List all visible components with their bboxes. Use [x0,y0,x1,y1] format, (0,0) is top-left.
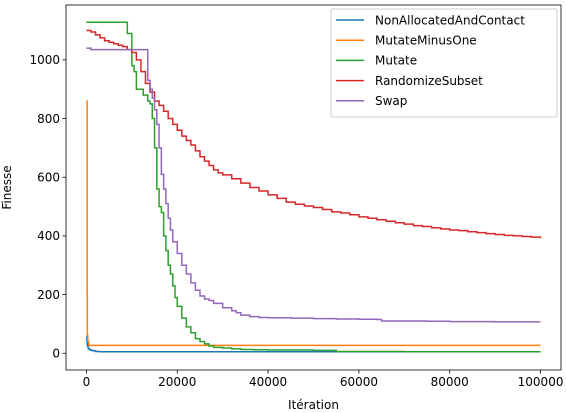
y-tick-label: 800 [37,112,60,126]
y-tick-label: 400 [37,229,60,243]
series-line-3 [86,29,542,239]
legend-label: Mutate [375,54,417,68]
plot-frame [65,4,562,371]
legend-label: MutateMinusOne [375,34,477,48]
series-layer [86,21,542,353]
y-tick-label: 0 [52,347,60,361]
x-axis-label: Itération [288,398,339,412]
legend-label: Swap [375,94,407,108]
x-tick-label: 80000 [431,375,469,389]
legend-label: NonAllocatedAndContact [375,13,525,27]
series-line-1 [86,100,541,347]
legend-box [330,8,558,118]
legend-label: RandomizeSubset [375,74,483,88]
x-tick-label: 100000 [518,375,564,389]
legend: NonAllocatedAndContact MutateMinusOne Muta… [330,8,558,118]
y-tick-label: 600 [37,171,60,185]
x-tick-label: 60000 [340,375,378,389]
y-tick-label: 1000 [29,53,60,67]
series-line-4 [86,47,541,323]
x-tick-label: 20000 [158,375,196,389]
y-axis: 0 200 400 600 800 1000 [29,53,66,361]
x-tick-label: 0 [83,375,91,389]
y-axis-label: Finesse [0,165,14,209]
series-line-2 [86,21,541,353]
x-tick-label: 40000 [249,375,287,389]
y-tick-label: 200 [37,288,60,302]
x-axis: 0 20000 40000 60000 80000 100000 [83,370,564,389]
